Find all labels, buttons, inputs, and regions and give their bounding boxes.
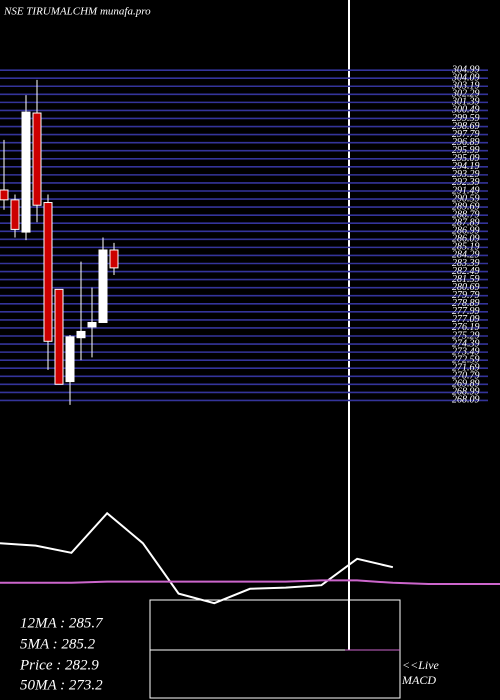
y-tick-label: 296.89: [452, 137, 480, 148]
indicator-line: [0, 511, 394, 605]
y-tick-label: 300.49: [451, 105, 480, 116]
candle-body: [10, 199, 20, 230]
info-box: [149, 599, 401, 699]
y-tick-label: 295.99: [452, 145, 480, 156]
y-tick-label: 299.59: [452, 113, 480, 124]
y-tick-label: 268.99: [452, 387, 480, 398]
y-tick-label: 291.49: [452, 185, 480, 196]
candle-body: [21, 111, 31, 233]
y-tick-label: 269.89: [452, 379, 480, 390]
y-tick-label: 303.19: [451, 81, 480, 92]
indicator-label: MACD: [401, 673, 436, 687]
candle-body: [98, 249, 108, 323]
candle-body: [43, 202, 53, 342]
y-tick-label: 280.69: [452, 282, 480, 293]
y-tick-label: 298.69: [452, 121, 480, 132]
live-label: <<Live: [402, 658, 440, 672]
y-tick-label: 277.09: [452, 314, 480, 325]
y-tick-label: 286.99: [452, 226, 480, 237]
candle-body: [32, 112, 42, 206]
y-tick-label: 279.79: [452, 290, 480, 301]
y-tick-label: 304.99: [451, 64, 480, 75]
y-tick-label: 270.79: [452, 371, 480, 382]
candle-body: [65, 336, 75, 383]
ma-label: 5MA : 285.2: [20, 636, 96, 652]
y-tick-label: 268.09: [452, 395, 480, 406]
y-tick-label: 282.49: [452, 266, 480, 277]
y-tick-label: 274.39: [452, 338, 480, 349]
y-tick-label: 302.29: [451, 89, 480, 100]
y-tick-label: 285.19: [452, 242, 480, 253]
ma-label: 12MA : 285.7: [20, 615, 104, 631]
y-tick-label: 304.09: [451, 72, 480, 83]
candle-body: [0, 189, 9, 201]
y-tick-label: 278.89: [452, 298, 480, 309]
y-tick-label: 289.69: [452, 201, 480, 212]
y-tick-label: 281.59: [452, 274, 480, 285]
y-tick-label: 275.29: [452, 330, 480, 341]
y-tick-label: 292.39: [452, 177, 480, 188]
candle-body: [109, 249, 119, 269]
candle-body: [54, 288, 64, 385]
y-tick-label: 277.99: [452, 306, 480, 317]
y-tick-label: 272.59: [452, 354, 480, 365]
y-tick-label: 290.59: [452, 193, 480, 204]
candle-body: [87, 321, 97, 328]
y-tick-label: 293.29: [452, 169, 480, 180]
y-tick-label: 295.09: [452, 153, 480, 164]
y-tick-label: 286.09: [452, 234, 480, 245]
indicator-line: [0, 579, 500, 585]
y-tick-label: 271.69: [452, 363, 480, 374]
y-tick-label: 294.19: [452, 161, 480, 172]
y-tick-label: 301.39: [451, 97, 480, 108]
y-tick-label: 284.29: [452, 250, 480, 261]
y-tick-label: 287.89: [452, 218, 480, 229]
ma-label: 50MA : 273.2: [20, 677, 103, 693]
y-tick-label: 273.49: [452, 346, 480, 357]
y-tick-label: 288.79: [452, 209, 480, 220]
chart-title: NSE TIRUMALCHM munafa.pro: [3, 6, 151, 18]
price-label: Price : 282.9: [19, 657, 99, 673]
candle-body: [76, 330, 86, 339]
y-tick-label: 276.19: [452, 322, 480, 333]
y-tick-label: 283.39: [452, 258, 480, 269]
y-tick-label: 297.79: [452, 129, 480, 140]
